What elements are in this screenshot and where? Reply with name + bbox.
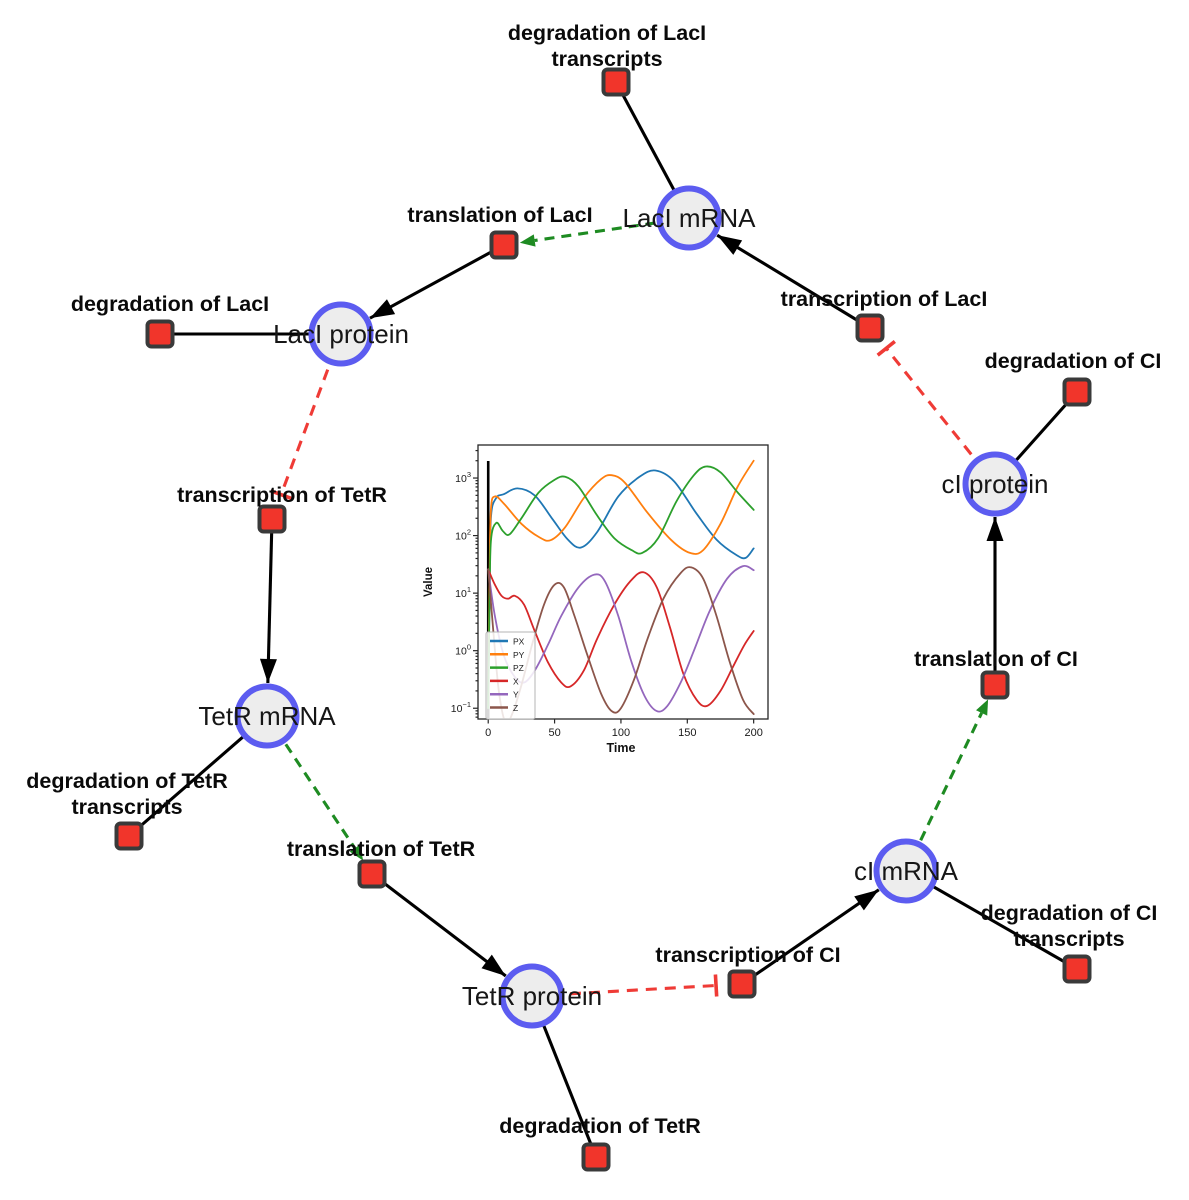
modifier-arrowhead xyxy=(519,234,536,247)
reaction-label-deg_tetr_tx: transcripts xyxy=(71,795,182,819)
species-label-ci_mrna: cI mRNA xyxy=(854,856,959,886)
inhibition-tbar xyxy=(713,974,719,997)
reaction-node-transc_ci[interactable] xyxy=(727,969,757,999)
x-tick-label: 200 xyxy=(744,727,762,739)
reaction-node-deg_ci_tx[interactable] xyxy=(1062,954,1092,984)
edge-arrow-transc_laci-laci_mrna xyxy=(716,233,871,330)
x-tick-label: 0 xyxy=(485,727,491,739)
edge-arrow-transl_tetr-tetr_protein xyxy=(371,872,507,978)
reaction-label-deg_ci_tx: degradation of CI xyxy=(981,901,1158,925)
reaction-node-transl_ci[interactable] xyxy=(980,670,1010,700)
species-node-laci_protein[interactable] xyxy=(308,301,374,367)
legend-item-x: X xyxy=(490,676,519,686)
arrowhead xyxy=(986,517,1004,541)
arrowhead xyxy=(481,954,506,976)
reaction-node-transc_tetr[interactable] xyxy=(257,504,287,534)
legend-label: X xyxy=(513,676,519,686)
legend-label: PY xyxy=(513,650,525,660)
species-node-ci_mrna[interactable] xyxy=(873,838,939,904)
reaction-label-deg_tetr: degradation of TetR xyxy=(499,1114,701,1138)
species-node-tetr_mrna[interactable] xyxy=(234,683,300,749)
inset-chart: 0 50 100 150 200 103 102 101 100 10−1 Time Value PX P… xyxy=(415,435,777,765)
y-tick-label: 10−1 xyxy=(451,700,471,715)
series-line-X xyxy=(487,568,755,708)
edge-arrow-transc_tetr-tetr_mrna xyxy=(259,518,277,684)
arrowhead xyxy=(259,658,277,684)
reaction-node-deg_laci[interactable] xyxy=(145,319,175,349)
inset-timeseries-chart: 0 50 100 150 20010310210110010−1TimeValuePXP… xyxy=(423,444,769,755)
reaction-label-deg_laci_tx: degradation of LacI xyxy=(508,21,706,45)
reaction-node-transc_laci[interactable] xyxy=(855,313,885,343)
edge-arrow-transc_ci-ci_mrna xyxy=(741,888,880,986)
x-tick-label: 100 xyxy=(612,727,630,739)
y-tick-label: 101 xyxy=(455,585,471,600)
edge-arrow-transl_ci-ci_protein xyxy=(986,517,1004,685)
reaction-node-deg_tetr[interactable] xyxy=(581,1142,611,1172)
x-axis-label: Time xyxy=(606,741,635,755)
reaction-node-transl_tetr[interactable] xyxy=(357,859,387,889)
edge-modifier-ci_mrna-transl_ci xyxy=(904,699,989,872)
axis-ticks xyxy=(473,449,755,724)
nodes-layer xyxy=(114,67,1092,1172)
species-label-tetr_mrna: TetR mRNA xyxy=(198,701,336,731)
legend-label: Y xyxy=(513,690,519,700)
y-tick-label: 102 xyxy=(455,528,471,543)
species-label-ci_protein: cI protein xyxy=(942,469,1049,499)
reaction-node-deg_tetr_tx[interactable] xyxy=(114,821,144,851)
reaction-node-deg_laci_tx[interactable] xyxy=(601,67,631,97)
legend-item-px: PX xyxy=(490,637,525,647)
y-axis-label: Value xyxy=(423,567,435,597)
modifier-arrowhead xyxy=(976,699,989,716)
reaction-node-transl_laci[interactable] xyxy=(489,230,519,260)
reaction-label-deg_tetr_tx: degradation of TetR xyxy=(26,769,228,793)
x-tick-label: 50 xyxy=(548,727,560,739)
species-label-tetr_protein: TetR protein xyxy=(462,981,602,1011)
species-node-laci_mrna[interactable] xyxy=(656,185,722,251)
reaction-label-deg_laci_tx: transcripts xyxy=(551,47,662,71)
legend-label: Z xyxy=(513,703,518,713)
edge-line-deg_ci_tx-ci_mrna xyxy=(905,869,1078,971)
inhibition-tbar xyxy=(270,489,293,501)
series-line-PY xyxy=(487,459,755,710)
reaction-label-transc_tetr: transcription of TetR xyxy=(177,483,387,507)
reaction-label-transc_laci: transcription of LacI xyxy=(781,287,988,311)
legend-label: PX xyxy=(513,637,525,647)
reaction-label-transl_ci: translation of CI xyxy=(914,647,1078,671)
species-label-laci_mrna: LacI mRNA xyxy=(623,203,757,233)
y-tick-label: 100 xyxy=(455,643,471,658)
series-line-PZ xyxy=(487,465,755,710)
legend-item-pz: PZ xyxy=(490,663,524,673)
chart-legend: PX PY PZ XYZ xyxy=(485,631,536,720)
arrowhead xyxy=(854,889,879,911)
reaction-label-transl_laci: translation of LacI xyxy=(407,203,592,227)
legend-label: PZ xyxy=(513,663,524,673)
legend-item-py: PY xyxy=(490,650,525,660)
arrowhead xyxy=(717,235,743,255)
reaction-label-deg_ci: degradation of CI xyxy=(985,349,1162,373)
reaction-label-transc_ci: transcription of CI xyxy=(655,943,840,967)
arrowhead xyxy=(369,299,396,319)
reaction-label-deg_laci: degradation of LacI xyxy=(71,292,269,316)
legend-item-z: Z xyxy=(490,703,518,713)
inhibition-tbar xyxy=(876,340,896,357)
species-label-laci_protein: LacI protein xyxy=(273,319,409,349)
modifier-arrowhead xyxy=(349,844,364,861)
x-tick-label: 150 xyxy=(678,727,696,739)
species-node-tetr_protein[interactable] xyxy=(499,963,565,1029)
reaction-label-deg_ci_tx: transcripts xyxy=(1013,927,1124,951)
edge-arrow-transl_laci-laci_protein xyxy=(369,243,505,320)
y-tick-label: 103 xyxy=(455,470,471,485)
labels-layer: LacI mRNA LacI protein TetR mRNA TetR prote… xyxy=(26,21,1161,1138)
legend-item-y: Y xyxy=(490,690,519,700)
reaction-label-transl_tetr: translation of TetR xyxy=(287,837,476,861)
species-node-ci_protein[interactable] xyxy=(962,451,1028,517)
reaction-node-deg_ci[interactable] xyxy=(1062,377,1092,407)
edge-inhibition-tetr_protein-transc_ci xyxy=(531,974,719,998)
